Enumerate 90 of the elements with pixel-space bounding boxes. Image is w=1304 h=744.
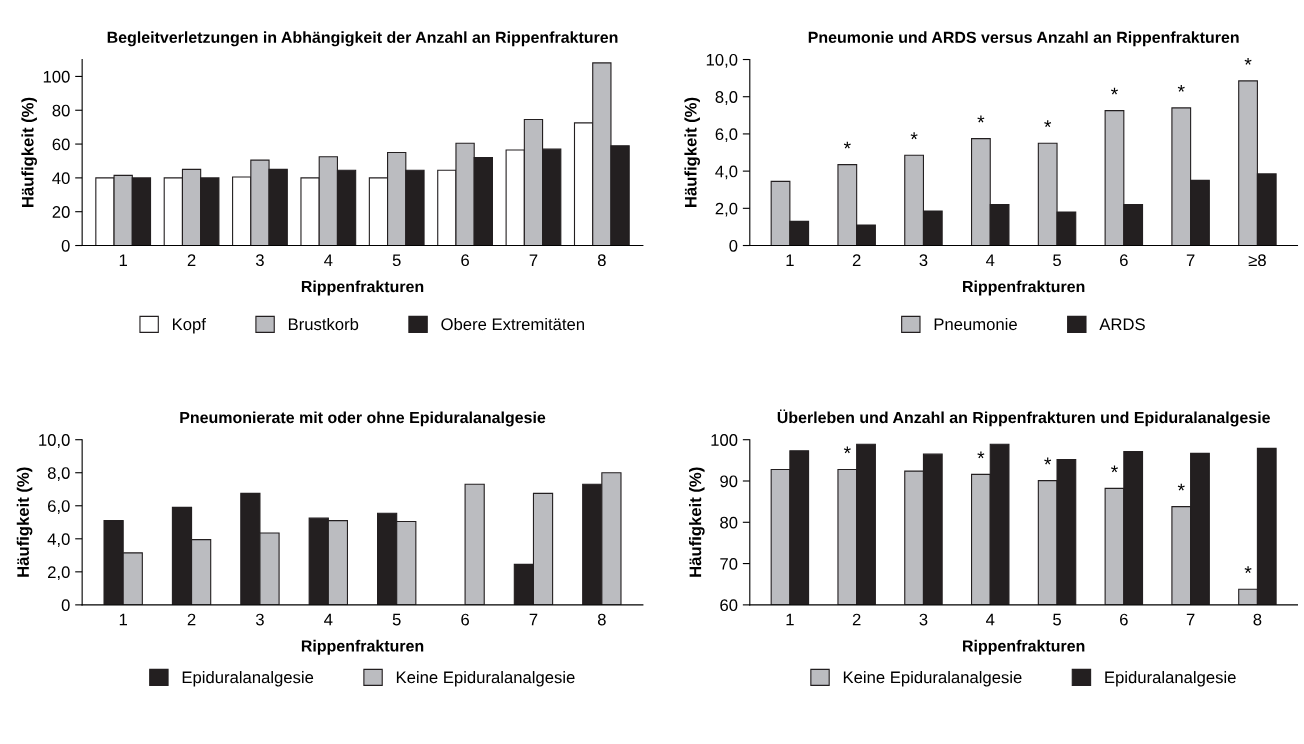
- x-tick-label: 8: [1253, 613, 1262, 626]
- x-axis-title: Rippenfrakturen: [301, 639, 424, 655]
- x-tick-label: 1: [119, 254, 127, 266]
- x-axis-title: Rippenfrakturen: [301, 280, 424, 296]
- y-tick-label: 10,0: [706, 53, 738, 68]
- legend-label: Brustkorb: [288, 317, 359, 331]
- y-tick-label: 6,0: [48, 500, 70, 514]
- y-axis-title: Häufigkeit (%): [684, 97, 700, 207]
- y-tick-label: 90: [720, 475, 738, 488]
- x-axis-title: Rippenfrakturen: [963, 639, 1085, 655]
- y-tick-label: 8,0: [47, 467, 70, 481]
- y-tick-label: 100: [711, 434, 738, 446]
- annotation: *: [1044, 120, 1052, 128]
- x-tick-label: 5: [1053, 613, 1061, 626]
- x-tick-label: 5: [392, 613, 401, 626]
- legend-label: Pneumonie: [934, 317, 1017, 331]
- annotation: *: [843, 446, 851, 454]
- annotation: *: [1177, 84, 1185, 92]
- x-tick-label: 4: [985, 254, 995, 266]
- x-tick-label: 5: [392, 254, 401, 267]
- annotation: *: [1177, 483, 1185, 491]
- x-tick-label: 2: [187, 613, 196, 626]
- y-axis-title: Häufigkeit (%): [21, 97, 37, 207]
- x-tick-label: 6: [1120, 613, 1128, 626]
- y-tick-label: 100: [43, 70, 70, 83]
- y-tick-label: 4,0: [47, 533, 70, 547]
- x-tick-label: 2: [852, 254, 861, 266]
- legend-label: Keine Epiduralanalgesie: [843, 671, 1022, 687]
- x-tick-label: 1: [119, 613, 127, 626]
- x-tick-label: 2: [187, 254, 196, 266]
- legend-label: Keine Epiduralanalgesie: [396, 671, 575, 687]
- y-axis-title: Häufigkeit (%): [689, 467, 705, 577]
- bar: [464, 483, 485, 605]
- x-tick-label: 1: [786, 254, 794, 266]
- y-tick-label: 2,0: [715, 202, 738, 217]
- y-tick-label: 60: [52, 138, 70, 151]
- annotation: *: [977, 115, 985, 123]
- annotation: *: [843, 141, 851, 149]
- y-tick-label: 20: [52, 206, 70, 218]
- legend-label: ARDS: [1099, 318, 1145, 331]
- annotation: *: [1044, 457, 1052, 465]
- annotation: *: [1244, 566, 1252, 574]
- y-tick-label: 8,0: [715, 91, 738, 105]
- x-tick-label: 4: [324, 254, 333, 266]
- x-tick-label: 3: [919, 254, 928, 267]
- x-tick-label: 4: [324, 613, 333, 626]
- x-axis-title: Rippenfrakturen: [963, 280, 1085, 296]
- legend-label: Epiduralanalgesie: [182, 671, 314, 687]
- chart-title: Pneumonie und ARDS versus Anzahl an Rippenfrakturen: [808, 31, 1239, 47]
- y-tick-label: 4,0: [715, 165, 738, 180]
- annotation: *: [1244, 57, 1252, 65]
- y-tick-label: 40: [52, 172, 70, 185]
- y-tick-label: 2,0: [48, 566, 70, 581]
- y-tick-label: 6,0: [715, 128, 738, 143]
- x-tick-label: 6: [461, 254, 469, 267]
- y-tick-label: 80: [720, 516, 738, 529]
- y-tick-label: 70: [720, 557, 738, 570]
- y-axis-title: Häufigkeit (%): [16, 467, 33, 577]
- legend-label: Epiduralanalgesie: [1105, 671, 1236, 687]
- x-tick-label: 6: [461, 613, 469, 626]
- annotation: *: [910, 132, 918, 140]
- x-tick-label: ≥8: [1248, 254, 1266, 267]
- chart-title: Pneumonierate mit oder ohne Epiduralanalgesie: [180, 411, 546, 427]
- legend-label: Kopf: [173, 317, 206, 334]
- annotation: *: [1111, 87, 1118, 95]
- x-tick-label: 8: [597, 613, 606, 626]
- chart-title: Begleitverletzungen in Abhängigkeit der Anzahl an Rippenfrakturen: [107, 31, 618, 47]
- y-tick-label: 80: [52, 104, 70, 117]
- x-tick-label: 7: [1186, 254, 1195, 266]
- x-tick-label: 7: [529, 254, 538, 266]
- y-tick-label: 0: [61, 599, 70, 612]
- x-tick-label: 4: [985, 613, 995, 626]
- annotation: *: [1111, 465, 1118, 473]
- x-tick-label: 5: [1053, 254, 1061, 267]
- y-tick-label: 0: [61, 239, 70, 252]
- y-tick-label: 10,0: [39, 434, 70, 448]
- legend-label: Obere Extremitäten: [441, 317, 584, 331]
- y-tick-label: 60: [720, 599, 738, 612]
- x-tick-label: 3: [919, 613, 928, 626]
- x-tick-label: 1: [786, 613, 794, 626]
- x-tick-label: 7: [1186, 613, 1195, 626]
- x-tick-label: 3: [255, 254, 264, 267]
- x-tick-label: 7: [529, 613, 538, 626]
- x-tick-label: 8: [597, 254, 606, 267]
- x-tick-label: 2: [852, 613, 861, 626]
- chart-title: Überleben und Anzahl an Rippenfrakturen und Epiduralanalgesie: [777, 409, 1270, 427]
- annotation: *: [977, 451, 985, 459]
- x-tick-label: 3: [255, 613, 264, 626]
- x-tick-label: 6: [1120, 254, 1128, 267]
- y-tick-label: 0: [729, 239, 738, 252]
